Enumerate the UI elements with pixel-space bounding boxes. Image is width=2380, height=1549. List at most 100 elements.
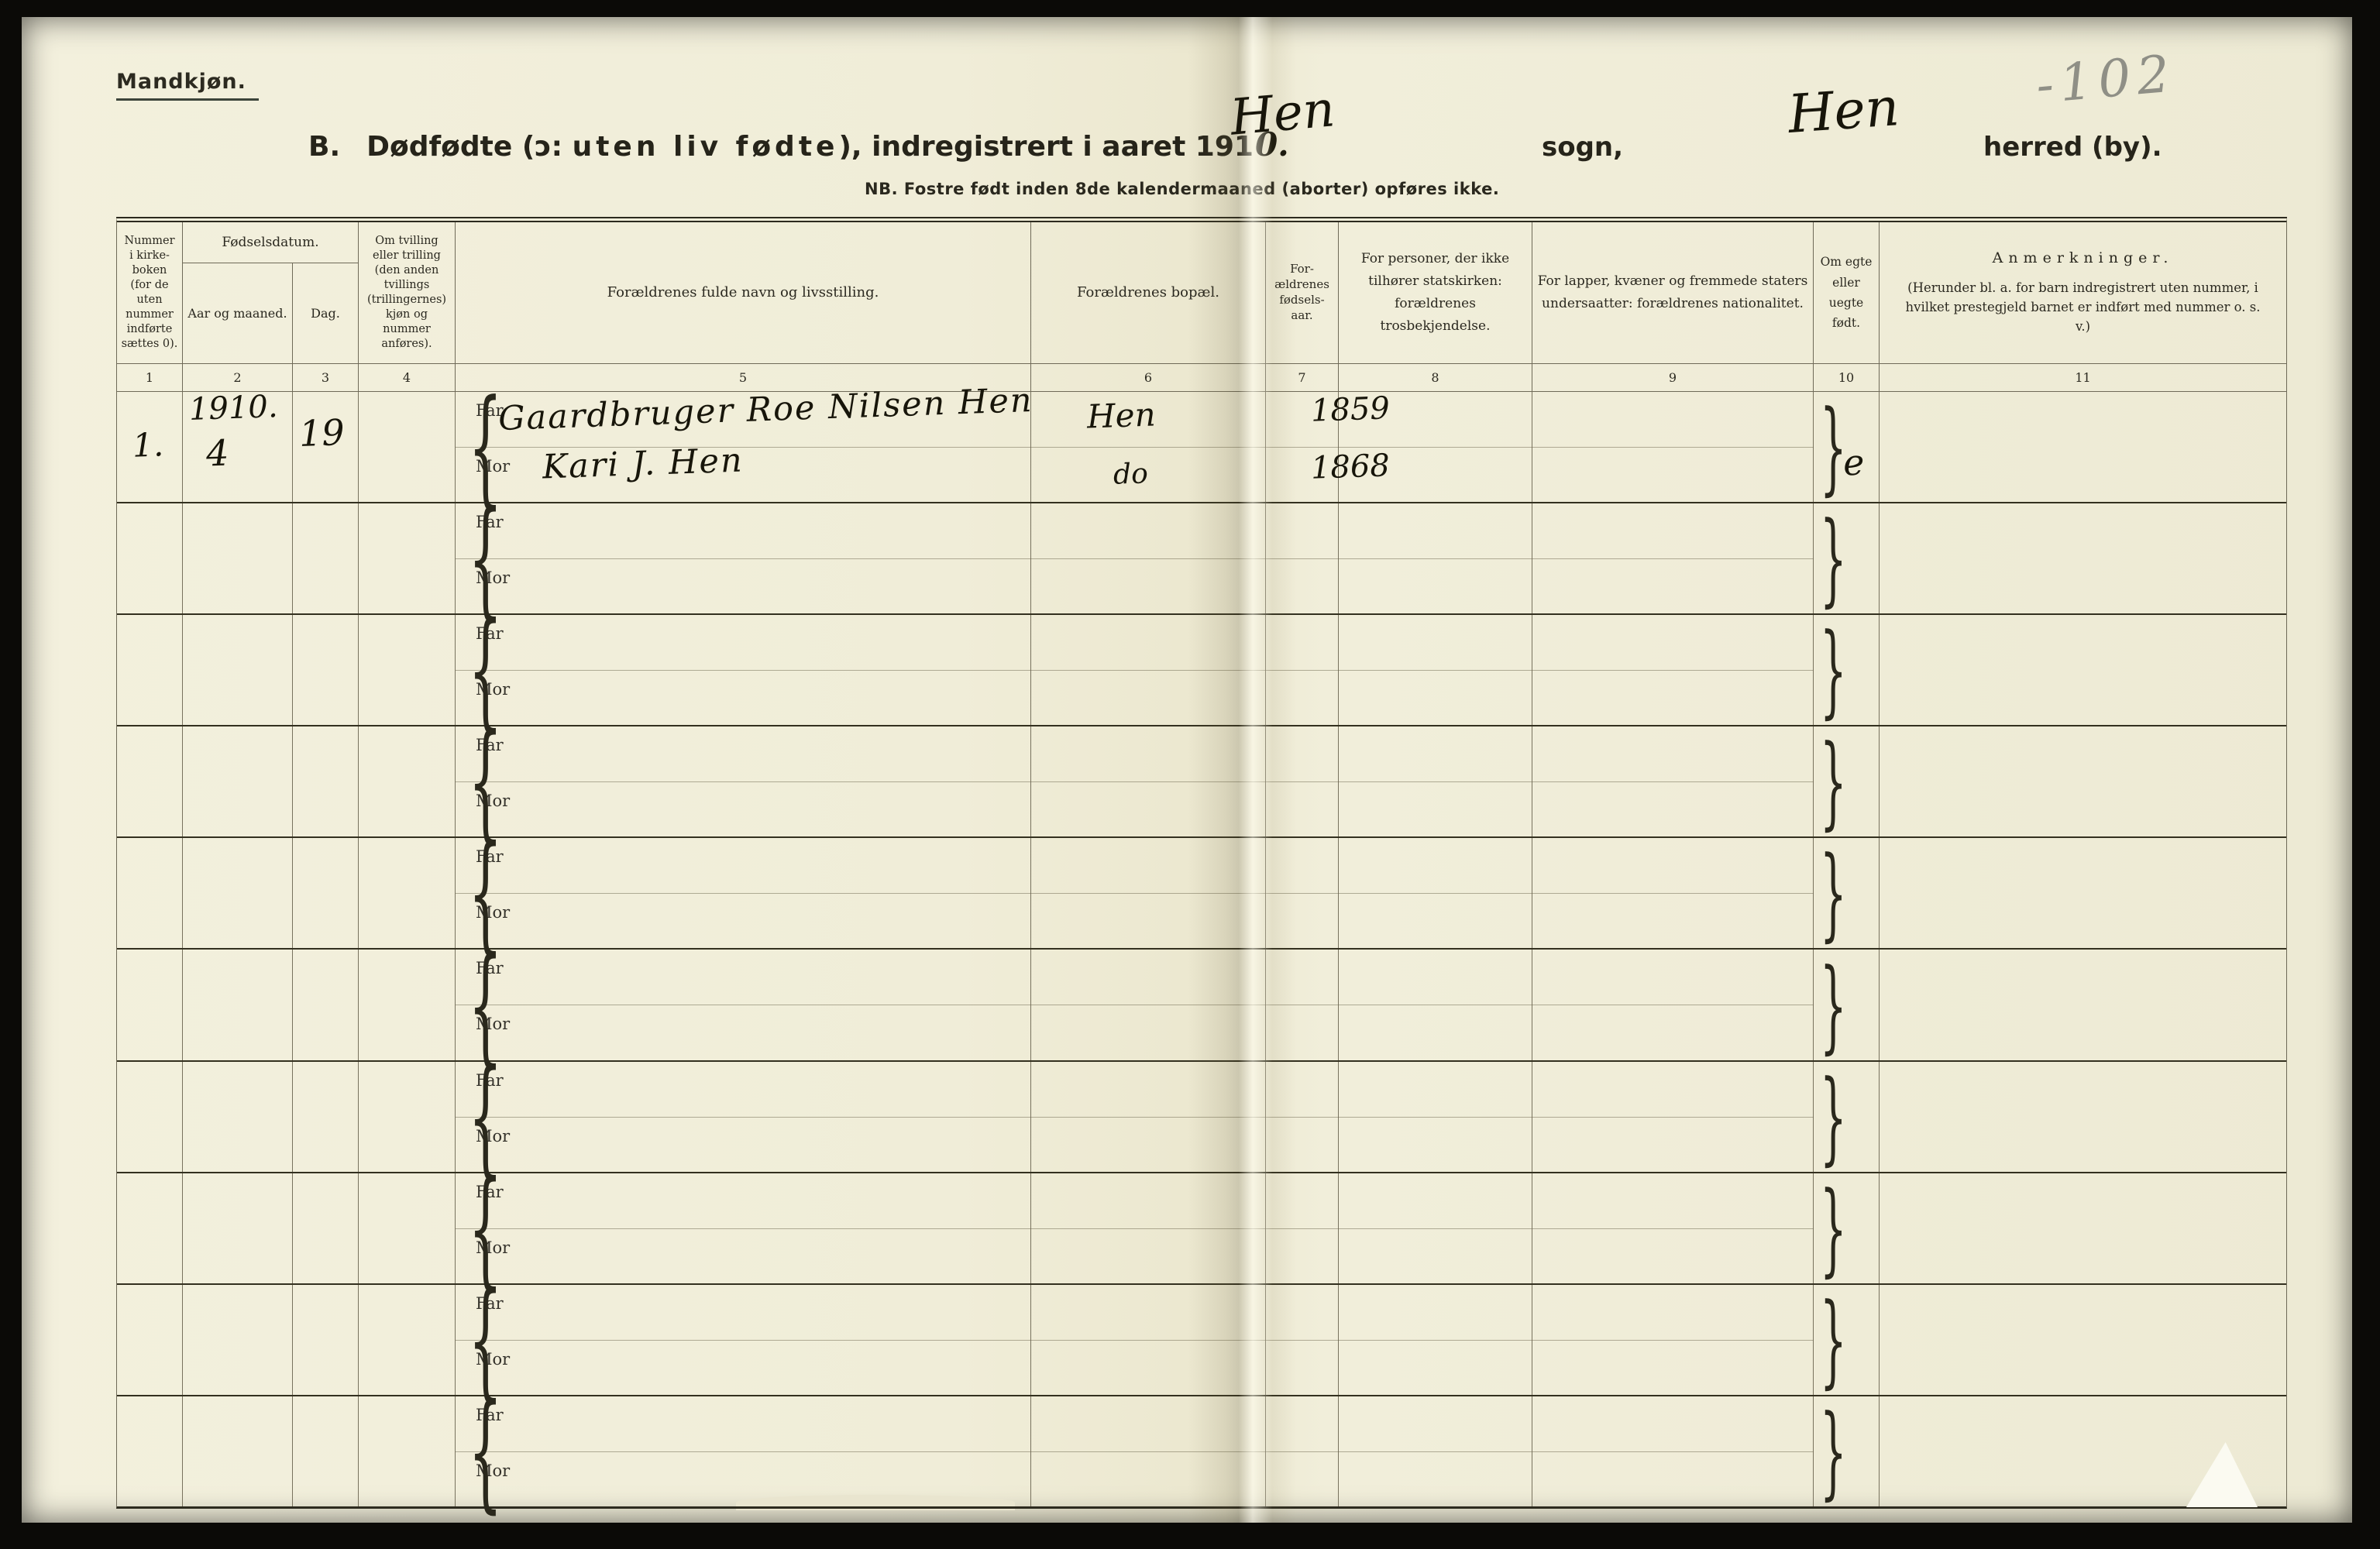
- table-row: { Far Mor }: [117, 829, 2286, 957]
- cell-twin: [359, 1396, 456, 1506]
- table-row: { Far Mor }: [117, 941, 2286, 1069]
- mother-label: Mor: [476, 1238, 511, 1257]
- handwritten-entry-number: 1.: [132, 425, 164, 465]
- column-number: 9: [1532, 364, 1814, 391]
- cell-year-month: [183, 1284, 293, 1395]
- father-label: Far: [476, 1405, 504, 1424]
- cell-birthyear: [1266, 615, 1339, 726]
- opening-brace-icon: {: [468, 1042, 503, 1191]
- column-number: 3: [293, 364, 359, 391]
- cell-day: [293, 1061, 359, 1172]
- father-label: Far: [476, 959, 504, 978]
- column-number-row: 1 2 3 4 5 6 7 8 9 10 11: [117, 364, 2286, 392]
- handwritten-month: 4: [205, 431, 230, 475]
- cell-day: [293, 1173, 359, 1283]
- header-remarks-title: Anmerkninger.: [1992, 249, 2174, 267]
- mother-label: Mor: [476, 1349, 511, 1369]
- column-number: 10: [1814, 364, 1880, 391]
- column-number: 2: [183, 364, 293, 391]
- cell-parents-names: { Far Mor: [456, 717, 1031, 845]
- father-label: Far: [476, 1070, 504, 1090]
- opening-brace-icon: {: [468, 1153, 503, 1303]
- cell-number: 1.: [117, 392, 183, 503]
- table-row: { Far Mor }: [117, 1387, 2286, 1515]
- cell-parents-names: { Far Mor: [456, 1276, 1031, 1403]
- closing-brace-icon: }: [1819, 946, 1847, 1064]
- handwritten-day: 19: [298, 410, 346, 455]
- cell-religion: [1339, 1396, 1532, 1506]
- header-birthdate-title: Fødselsdatum.: [183, 222, 358, 263]
- cell-year-month: [183, 726, 293, 837]
- cell-residence: [1031, 838, 1266, 949]
- handwritten-mother-name: Kari J. Hen: [542, 441, 745, 487]
- cell-day: [293, 1396, 359, 1506]
- closing-brace-icon: }: [1819, 1057, 1847, 1176]
- cell-number: [117, 838, 183, 949]
- table-row: { Far Mor }: [117, 1053, 2286, 1180]
- cell-legitimacy: }: [1814, 1284, 1880, 1395]
- cell-number: [117, 726, 183, 837]
- column-number: 7: [1266, 364, 1339, 391]
- cell-parents-names: { Far Mor: [456, 941, 1031, 1069]
- form-title-text-1: Dødfødte (ɔ:: [366, 131, 573, 163]
- opening-brace-icon: {: [468, 930, 503, 1080]
- cell-legitimacy: } e: [1814, 392, 1880, 503]
- handwritten-legitimacy-mark: e: [1842, 441, 1866, 484]
- table-row: { Far Mor }: [117, 1276, 2286, 1403]
- closing-brace-icon: }: [1819, 1392, 1847, 1510]
- cell-remarks: [1880, 726, 2286, 836]
- handwritten-parish-name: Hen: [1228, 81, 1337, 147]
- cell-twin: [359, 950, 456, 1060]
- cell-legitimacy: }: [1814, 950, 1880, 1060]
- header-birthdate-group: Fødselsdatum. Aar og maaned. Dag.: [183, 222, 359, 363]
- father-label: Far: [476, 513, 504, 532]
- cell-birthyear: [1266, 1173, 1339, 1283]
- cell-religion: [1339, 1284, 1532, 1395]
- closing-brace-icon: }: [1819, 611, 1847, 730]
- cell-legitimacy: }: [1814, 726, 1880, 837]
- cell-twin: [359, 838, 456, 949]
- cell-number: [117, 1173, 183, 1283]
- form-title-text-spaced: uten liv fødte: [572, 131, 839, 163]
- mother-label: Mor: [476, 1015, 511, 1034]
- father-label: Far: [476, 401, 504, 420]
- header-day: Dag.: [311, 306, 340, 321]
- form-title: B. Dødfødte (ɔ: uten liv fødte), indregis…: [308, 125, 1289, 164]
- column-number: 4: [359, 364, 456, 391]
- cell-parents-names: { Far Mor: [456, 606, 1031, 733]
- district-label: herred (by).: [1983, 132, 2162, 163]
- father-label: Far: [476, 847, 504, 867]
- cell-remarks: [1880, 503, 2286, 613]
- header-remarks: Anmerkninger. (Herunder bl. a. for barn …: [1880, 222, 2286, 363]
- cell-day: 19: [293, 392, 359, 503]
- cell-year-month: [183, 1396, 293, 1506]
- parish-label: sogn,: [1542, 132, 1624, 163]
- mother-label: Mor: [476, 792, 511, 811]
- header-religion: For personer, der ikke tilhører statskir…: [1339, 222, 1532, 363]
- cell-nationality: [1532, 615, 1814, 726]
- cell-day: [293, 615, 359, 726]
- column-number: 11: [2075, 370, 2091, 385]
- header-year-month: Aar og maaned.: [183, 263, 293, 363]
- handwritten-father-residence: Hen: [1086, 395, 1157, 436]
- closing-brace-icon: }: [1819, 1169, 1847, 1287]
- cell-number: [117, 615, 183, 726]
- mother-label: Mor: [476, 680, 511, 699]
- handwritten-district-name: Hen: [1786, 77, 1901, 146]
- cell-year-month: [183, 1061, 293, 1172]
- handwritten-father-birthyear: 1859: [1310, 390, 1391, 429]
- cell-remarks: [1880, 615, 2286, 725]
- column-number: 8: [1339, 364, 1532, 391]
- cell-birthyear: [1266, 950, 1339, 1060]
- cell-birthyear: [1266, 1061, 1339, 1172]
- opening-brace-icon: {: [468, 372, 503, 521]
- cell-year-month: [183, 1173, 293, 1283]
- form-title-letter: B.: [308, 131, 341, 163]
- cell-remarks: [1880, 838, 2286, 948]
- cell-number: [117, 950, 183, 1060]
- cell-day: [293, 838, 359, 949]
- cell-birthyear: [1266, 1396, 1339, 1506]
- cell-religion: [1339, 726, 1532, 837]
- cell-legitimacy: }: [1814, 611, 1880, 730]
- cell-twin: [359, 1173, 456, 1283]
